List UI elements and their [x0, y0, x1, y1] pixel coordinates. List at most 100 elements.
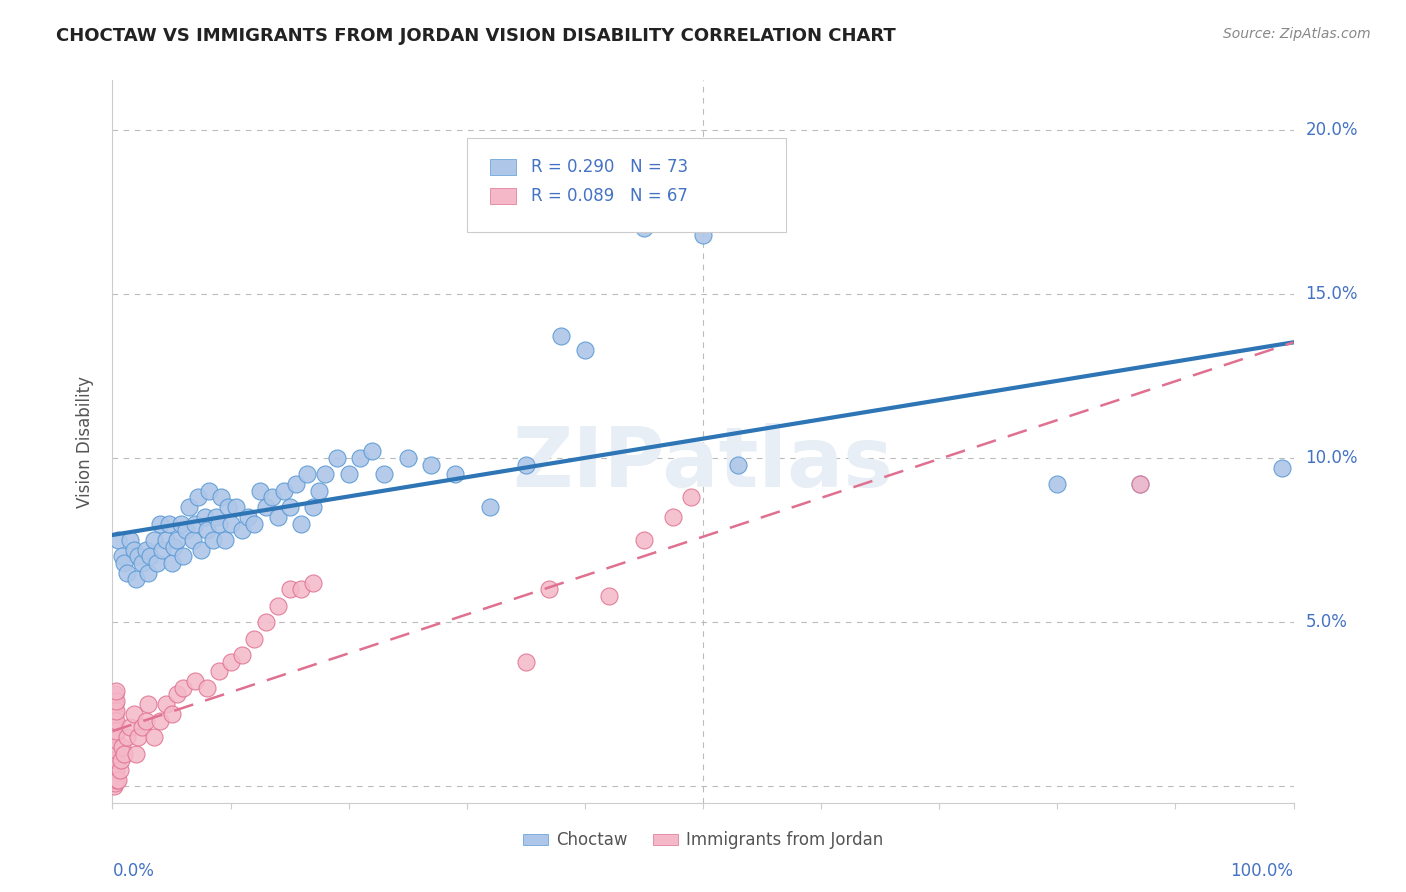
- Point: [150, 542, 173, 557]
- Point: [104, 756, 127, 771]
- Point: [103, 710, 125, 724]
- Point: [103, 720, 125, 734]
- Point: [290, 516, 312, 531]
- Text: 0.0%: 0.0%: [112, 862, 155, 880]
- Point: [155, 533, 177, 547]
- Point: [120, 533, 142, 547]
- Point: [396, 450, 419, 465]
- Point: [110, 753, 132, 767]
- Point: [326, 450, 349, 465]
- Point: [217, 500, 239, 515]
- Point: [105, 704, 128, 718]
- Point: [172, 549, 194, 564]
- Point: [105, 772, 128, 787]
- Text: CHOCTAW VS IMMIGRANTS FROM JORDAN VISION DISABILITY CORRELATION CHART: CHOCTAW VS IMMIGRANTS FROM JORDAN VISION…: [56, 27, 896, 45]
- Point: [120, 720, 142, 734]
- Point: [103, 760, 125, 774]
- Text: 5.0%: 5.0%: [1305, 613, 1347, 632]
- Point: [349, 450, 371, 465]
- Point: [142, 730, 165, 744]
- Point: [209, 491, 232, 505]
- Point: [105, 763, 128, 777]
- Point: [135, 714, 157, 728]
- Point: [198, 483, 221, 498]
- Point: [243, 632, 266, 646]
- Point: [136, 698, 159, 712]
- FancyBboxPatch shape: [467, 138, 786, 232]
- Point: [302, 500, 325, 515]
- Point: [420, 458, 443, 472]
- Point: [103, 700, 125, 714]
- Point: [194, 510, 217, 524]
- Point: [104, 766, 127, 780]
- Point: [170, 516, 193, 531]
- Point: [125, 747, 148, 761]
- Text: R = 0.290   N = 73: R = 0.290 N = 73: [530, 158, 688, 176]
- Point: [111, 739, 134, 754]
- Point: [361, 444, 384, 458]
- Point: [136, 566, 159, 580]
- Point: [633, 221, 655, 235]
- Point: [479, 500, 502, 515]
- Y-axis label: Vision Disability: Vision Disability: [76, 376, 94, 508]
- Point: [727, 458, 749, 472]
- Point: [104, 707, 127, 722]
- Point: [112, 747, 135, 761]
- Text: ZIPatlas: ZIPatlas: [513, 423, 893, 504]
- Point: [273, 483, 295, 498]
- Point: [104, 727, 127, 741]
- Point: [139, 549, 162, 564]
- Point: [103, 730, 125, 744]
- Point: [105, 753, 128, 767]
- Point: [166, 687, 188, 701]
- Point: [155, 698, 177, 712]
- Point: [122, 707, 145, 722]
- Point: [103, 770, 125, 784]
- Point: [105, 743, 128, 757]
- Point: [131, 720, 153, 734]
- Point: [598, 589, 620, 603]
- Point: [184, 674, 207, 689]
- Point: [1129, 477, 1152, 491]
- Point: [105, 733, 128, 747]
- Point: [254, 500, 277, 515]
- Point: [103, 690, 125, 705]
- Point: [238, 510, 260, 524]
- Point: [267, 510, 290, 524]
- Text: Source: ZipAtlas.com: Source: ZipAtlas.com: [1223, 27, 1371, 41]
- Point: [515, 458, 537, 472]
- Point: [115, 566, 138, 580]
- Point: [225, 500, 247, 515]
- Point: [172, 681, 194, 695]
- Legend: Choctaw, Immigrants from Jordan: Choctaw, Immigrants from Jordan: [516, 824, 890, 856]
- Point: [127, 730, 149, 744]
- Point: [1271, 460, 1294, 475]
- Point: [249, 483, 271, 498]
- Text: R = 0.089   N = 67: R = 0.089 N = 67: [530, 187, 688, 205]
- Point: [163, 540, 186, 554]
- Point: [195, 523, 218, 537]
- Point: [111, 549, 134, 564]
- Point: [104, 776, 127, 790]
- Point: [104, 737, 127, 751]
- Point: [201, 533, 224, 547]
- Point: [160, 556, 183, 570]
- Point: [131, 556, 153, 570]
- Point: [103, 739, 125, 754]
- Point: [107, 533, 129, 547]
- Point: [105, 684, 128, 698]
- Point: [1129, 477, 1152, 491]
- Point: [515, 655, 537, 669]
- Point: [302, 575, 325, 590]
- FancyBboxPatch shape: [491, 188, 516, 204]
- Point: [243, 516, 266, 531]
- Point: [105, 723, 128, 738]
- Point: [214, 533, 236, 547]
- Point: [260, 491, 283, 505]
- Point: [219, 655, 242, 669]
- Point: [373, 467, 395, 482]
- Point: [633, 533, 655, 547]
- Point: [115, 730, 138, 744]
- Point: [157, 516, 180, 531]
- Point: [142, 533, 165, 547]
